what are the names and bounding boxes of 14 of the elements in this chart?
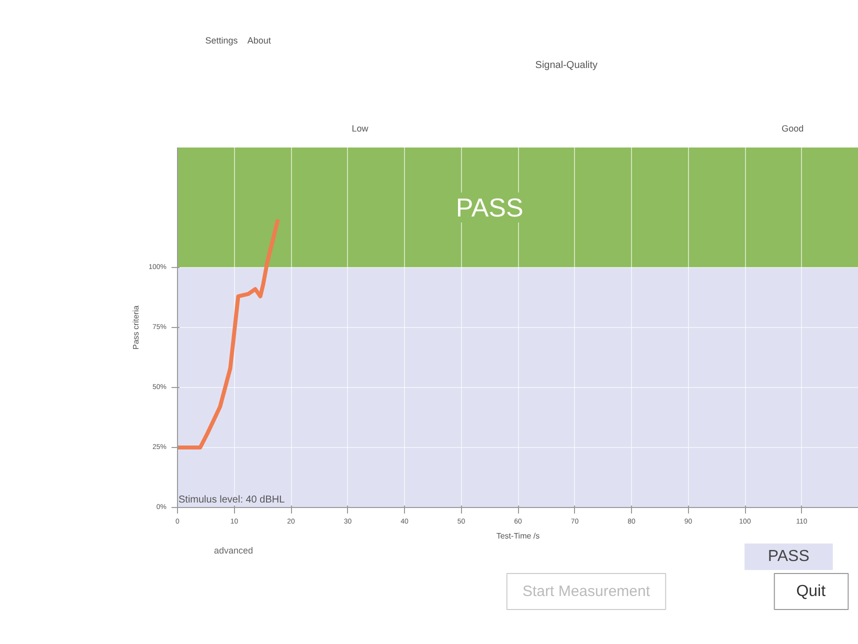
text: Settings — [205, 36, 238, 46]
text: Quit — [796, 583, 826, 600]
text: About — [247, 36, 272, 46]
line-series — [178, 218, 280, 450]
x-axis-title: Test-Time /s — [496, 532, 540, 540]
text: Low — [352, 124, 369, 134]
text: Signal-Quality — [535, 60, 598, 71]
text: Start Measurement — [522, 583, 651, 600]
text: PASS — [768, 548, 810, 565]
text: Good — [782, 124, 804, 134]
text: advanced — [214, 546, 254, 556]
y-axis-title: Pass criteria — [132, 304, 141, 350]
band-label: PASS — [456, 192, 524, 222]
annotation: Stimulus level: 40 dBHL — [178, 494, 286, 506]
